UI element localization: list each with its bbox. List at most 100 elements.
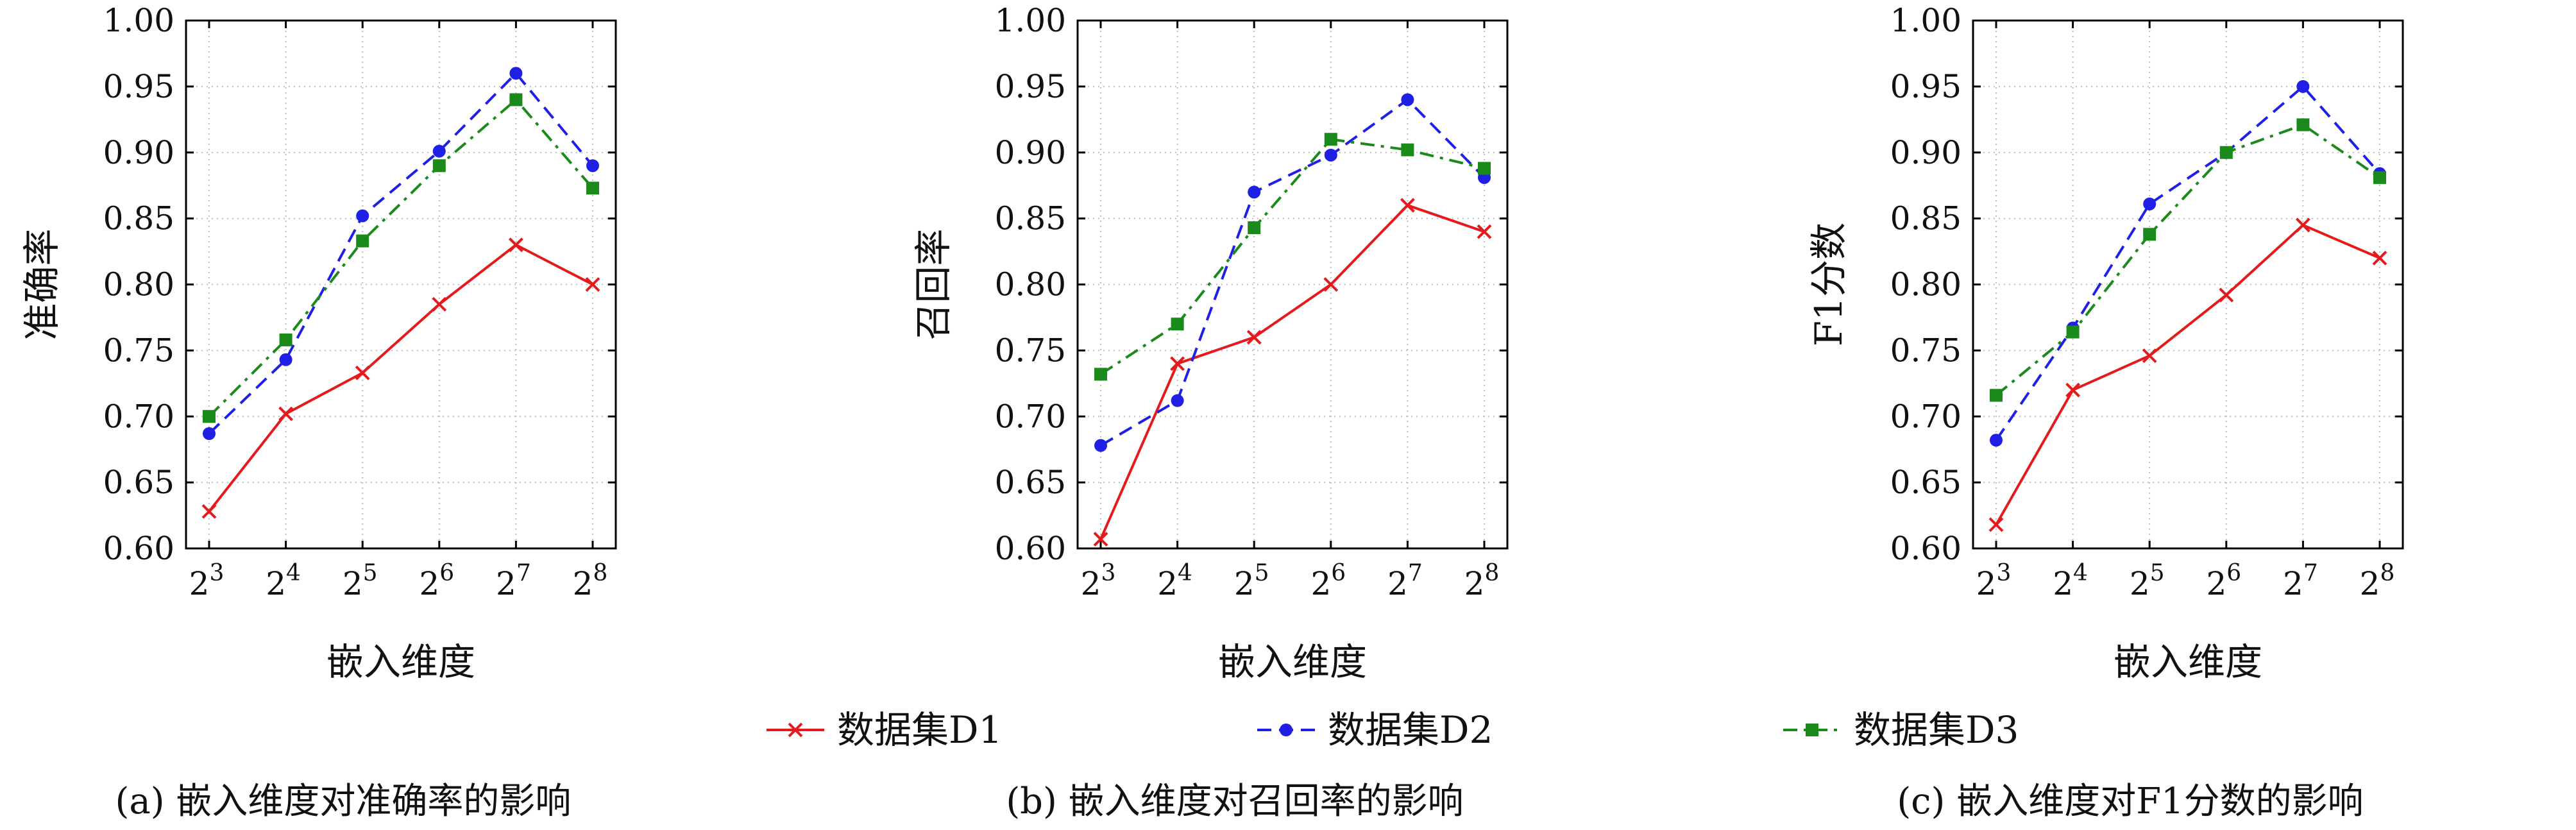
series-line	[1995, 223, 2380, 525]
series-d3	[1094, 133, 1491, 381]
y-tick-label: 0.60	[1890, 530, 1962, 567]
data-point	[1478, 162, 1491, 175]
x-axis-label: 嵌入维度	[1218, 640, 1367, 684]
series-d1	[201, 237, 600, 519]
series-d2	[1094, 93, 1491, 452]
y-tick-label: 0.90	[103, 134, 174, 171]
data-point	[2143, 197, 2157, 210]
data-point	[2296, 80, 2310, 93]
y-tick-label: 0.75	[1890, 332, 1962, 369]
x-tick-label: 27	[496, 560, 531, 602]
data-point	[201, 504, 217, 519]
data-point	[1171, 318, 1184, 331]
data-point	[356, 234, 369, 248]
series-d1	[1988, 217, 2387, 532]
y-tick-label: 0.70	[103, 398, 174, 435]
x-tick-label: 27	[1387, 560, 1423, 602]
y-tick-label: 0.85	[103, 200, 174, 237]
series-d3	[1990, 118, 2386, 402]
y-tick-label: 1.00	[1890, 2, 1962, 39]
grid-lines	[1078, 21, 1507, 548]
legend-label: 数据集D3	[1854, 708, 2019, 752]
series-line	[208, 72, 594, 435]
legend: 数据集D1 数据集D2 数据集D3	[767, 708, 2019, 752]
y-tick-label: 0.80	[995, 266, 1066, 303]
series-d3	[203, 93, 599, 423]
data-point	[279, 353, 292, 366]
y-tick-label: 0.65	[103, 464, 174, 501]
grid-lines	[186, 21, 616, 548]
y-tick-label: 0.95	[1890, 68, 1962, 105]
data-point	[1477, 224, 1492, 239]
data-point	[1246, 330, 1262, 345]
data-point	[432, 296, 447, 312]
data-point	[1401, 93, 1414, 106]
data-point	[2065, 382, 2081, 398]
data-point	[1988, 517, 2004, 532]
x-tick-label: 25	[2130, 560, 2165, 602]
data-point	[1170, 356, 1185, 371]
data-point	[1324, 133, 1337, 146]
x-tick-label: 24	[1157, 560, 1192, 602]
y-axis: 0.60 0.65 0.70 0.75 0.80 0.85 0.90 0.95 1.00	[1890, 2, 2403, 567]
data-point	[2296, 118, 2310, 131]
x-tick-label: 26	[2206, 560, 2241, 602]
caption-3: (c) 嵌入维度对F1分数的影响	[1897, 781, 2363, 822]
data-point	[356, 209, 369, 223]
data-point	[586, 159, 599, 173]
x-tick-label: 27	[2283, 560, 2318, 602]
y-tick-label: 0.60	[103, 530, 174, 567]
data-point	[279, 333, 292, 346]
y-tick-label: 1.00	[103, 2, 174, 39]
data-point	[2372, 250, 2387, 266]
x-tick-label: 28	[573, 560, 608, 602]
data-point	[2373, 171, 2386, 184]
chart-panel-2: 0.60 0.65 0.70 0.75 0.80 0.85 0.90 0.95 1.00 23 24…	[911, 2, 1509, 684]
caption-2: (b) 嵌入维度对召回率的影响	[1006, 781, 1463, 822]
series-line	[1099, 204, 1485, 540]
legend-label: 数据集D2	[1328, 708, 1493, 752]
data-point	[509, 93, 523, 106]
y-tick-label: 0.80	[103, 266, 174, 303]
data-point	[2219, 287, 2234, 303]
data-point	[2142, 348, 2157, 364]
legend-item-d1: 数据集D1	[767, 708, 1002, 752]
y-tick-label: 0.65	[1890, 464, 1962, 501]
data-point	[432, 159, 446, 173]
legend-item-d3: 数据集D3	[1783, 708, 2019, 752]
data-point	[1990, 434, 2003, 447]
series-line	[208, 98, 594, 418]
data-point	[508, 237, 523, 253]
x-tick-label: 24	[2053, 560, 2088, 602]
y-tick-label: 0.95	[995, 68, 1066, 105]
y-tick-label: 0.80	[1890, 266, 1962, 303]
y-tick-label: 0.85	[1890, 200, 1962, 237]
y-axis-label: 准确率	[20, 228, 64, 340]
data-point	[1093, 532, 1108, 547]
y-tick-label: 1.00	[995, 2, 1066, 39]
y-axis: 0.60 0.65 0.70 0.75 0.80 0.85 0.90 0.95 1.00	[995, 2, 1507, 567]
y-tick-label: 0.75	[103, 332, 174, 369]
y-tick-label: 0.75	[995, 332, 1066, 369]
data-point	[1401, 143, 1414, 157]
caption-1: (a) 嵌入维度对准确率的影响	[115, 781, 572, 822]
series-d2	[203, 67, 599, 440]
x-tick-label: 26	[1310, 560, 1346, 602]
chart-panel-1: 0.60 0.65 0.70 0.75 0.80 0.85 0.90 0.95 1.00 23 24…	[20, 2, 617, 684]
y-tick-label: 0.70	[995, 398, 1066, 435]
y-tick-label: 0.90	[1890, 134, 1962, 171]
x-axis: 23 24 25 26 27 28	[189, 21, 608, 602]
x-tick-label: 28	[1464, 560, 1500, 602]
chart-panel-3: 0.60 0.65 0.70 0.75 0.80 0.85 0.90 0.95 1.00 23 24…	[1807, 2, 2404, 684]
data-point	[1323, 277, 1339, 292]
data-point	[1094, 368, 1107, 381]
data-point	[586, 182, 599, 195]
data-point	[355, 365, 370, 380]
data-point	[203, 427, 216, 440]
series-line	[1995, 85, 2381, 441]
x-axis-label: 嵌入维度	[326, 640, 475, 684]
data-point	[1400, 198, 1415, 213]
y-tick-label: 0.95	[103, 68, 174, 105]
data-point	[1171, 394, 1184, 407]
